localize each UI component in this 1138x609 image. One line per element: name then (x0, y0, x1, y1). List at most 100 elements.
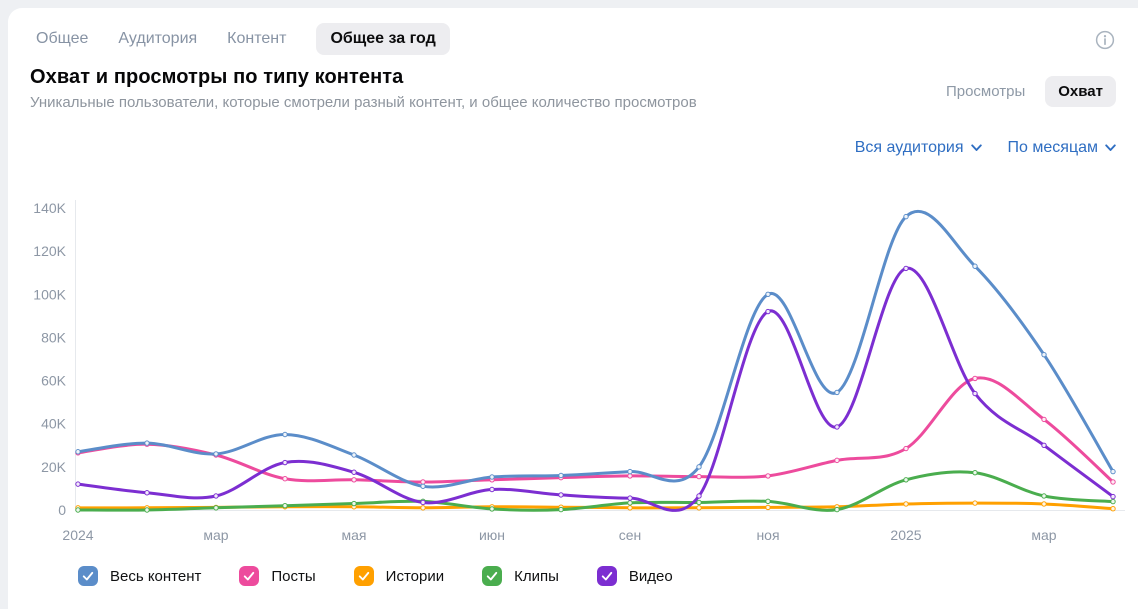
y-tick-label: 0 (58, 502, 66, 518)
legend-item-3[interactable]: Истории (353, 566, 444, 586)
toggle-reach[interactable]: Охват (1045, 76, 1116, 107)
chart-point (1110, 498, 1116, 505)
chart-point (903, 265, 909, 272)
audience-dropdown[interactable]: Вся аудитория (855, 139, 982, 157)
chart-point (696, 505, 702, 511)
tab-year-summary[interactable]: Общее за год (316, 23, 450, 55)
x-tick-label: сен (619, 527, 642, 543)
chart-point (282, 502, 288, 509)
chart-point (144, 490, 150, 496)
period-dropdown[interactable]: По месяцам (1008, 139, 1116, 157)
chart-point (765, 291, 771, 297)
audience-dropdown-label: Вся аудитория (854, 139, 964, 156)
chart-point (558, 492, 564, 498)
chart-point (903, 445, 909, 452)
chart-line-4 (76, 470, 1115, 512)
chart-point (213, 493, 219, 499)
chart-point (696, 464, 702, 470)
chart-point (627, 495, 633, 501)
x-tick-label: июн (479, 527, 505, 543)
y-tick-label: 80K (41, 329, 67, 345)
y-tick-label: 100K (33, 286, 66, 302)
chart-point (627, 473, 633, 479)
chevron-down-icon (1105, 144, 1116, 151)
chart-point (420, 499, 426, 506)
reach-by-content-type-chart[interactable]: 0 20K 40K 60K 80K 100K 120K 140K 2024 мар мая июн се… (8, 8, 1138, 609)
chart-point (696, 499, 702, 506)
chart-point (75, 507, 81, 513)
legend-item-4[interactable]: Клипы (482, 566, 559, 586)
stats-card: 0 20K 40K 60K 80K 100K 120K 140K 2024 мар мая июн се… (8, 8, 1138, 609)
chart-point (765, 308, 771, 315)
chart-point (351, 452, 357, 458)
legend-label: Видео (628, 567, 673, 585)
period-dropdown-label: По месяцам (1007, 139, 1098, 156)
chart-area: 0 20K 40K 60K 80K 100K 120K 140K 2024 мар мая июн се… (8, 8, 1138, 609)
y-tick-label: 120K (33, 243, 66, 259)
chart-point (972, 390, 978, 397)
chart-point (351, 500, 357, 507)
legend-checkbox-icon[interactable] (482, 566, 503, 586)
tab-general[interactable]: Общее (36, 30, 89, 47)
legend-label: Клипы (514, 567, 559, 585)
info-icon[interactable] (1094, 29, 1116, 51)
chart-point (282, 459, 288, 466)
chart-point (972, 263, 978, 269)
y-tick-label: 140K (33, 200, 66, 216)
chart-point (903, 477, 909, 483)
report-tabs: Общее Аудитория Контент Общее за год (36, 22, 450, 56)
chart-point (765, 504, 771, 511)
chart-point (834, 457, 840, 464)
chart-point (972, 375, 978, 382)
tab-audience[interactable]: Аудитория (118, 30, 198, 47)
chart-point (144, 440, 150, 446)
chart-line-5 (76, 266, 1115, 512)
toggle-views[interactable]: Просмотры (945, 83, 1026, 100)
chart-point (351, 477, 357, 483)
x-tick-label: 2024 (62, 527, 93, 543)
chart-point (213, 451, 219, 457)
chart-point (765, 498, 771, 505)
chart-filters: Вся аудитория По месяцам (855, 139, 1116, 157)
chart-point (696, 473, 702, 480)
chart-point (1110, 479, 1116, 485)
chart-point (834, 506, 840, 513)
x-tick-label: мар (203, 527, 228, 543)
chart-point (1041, 501, 1047, 507)
chart-point (420, 505, 426, 511)
chart-point (213, 505, 219, 511)
tab-content[interactable]: Контент (227, 30, 287, 47)
chart-point (627, 500, 633, 506)
chart-point (696, 493, 702, 499)
legend-label: Весь контент (110, 567, 202, 585)
legend-checkbox-icon[interactable] (239, 566, 260, 586)
chart-legend: Весь контент Посты Истории Клипы Видео (78, 566, 673, 586)
x-tick-label: мар (1031, 527, 1056, 543)
legend-checkbox-icon[interactable] (78, 566, 98, 586)
chart-point (834, 389, 840, 396)
chart-point (627, 505, 633, 511)
page-subtitle: Уникальные пользователи, которые смотрел… (30, 94, 697, 111)
legend-label: Посты (271, 567, 316, 585)
chart-point (351, 469, 357, 475)
chart-point (1041, 351, 1047, 358)
legend-item-2[interactable]: Посты (239, 566, 316, 586)
chart-point (75, 481, 81, 487)
x-tick-label: 2025 (890, 527, 921, 543)
legend-item-1[interactable]: Весь контент (78, 566, 201, 586)
chart-point (1110, 506, 1116, 512)
metric-toggle: Просмотры Охват (942, 76, 1116, 107)
chart-point (558, 472, 564, 479)
chart-line-1 (76, 209, 1115, 489)
chart-line-2 (76, 376, 1115, 484)
chart-point (834, 424, 840, 430)
x-tick-label: мая (342, 527, 367, 543)
y-tick-label: 60K (41, 373, 67, 389)
legend-checkbox-icon[interactable] (596, 566, 617, 586)
legend-checkbox-icon[interactable] (353, 566, 374, 586)
chart-point (1110, 468, 1116, 475)
legend-item-5[interactable]: Видео (596, 566, 673, 586)
chart-point (558, 506, 564, 513)
chart-point (420, 479, 426, 485)
